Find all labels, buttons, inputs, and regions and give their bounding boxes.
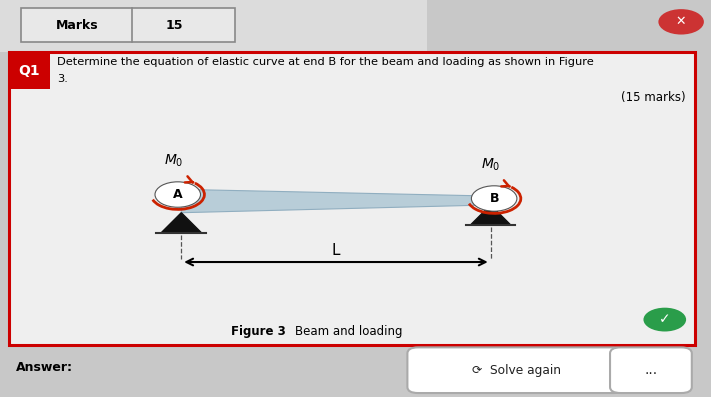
Text: Determine the equation of elastic curve at end B for the beam and loading as sho: Determine the equation of elastic curve … bbox=[57, 56, 594, 67]
Text: (15 marks): (15 marks) bbox=[621, 91, 686, 104]
Circle shape bbox=[155, 182, 201, 207]
Text: L: L bbox=[332, 243, 340, 258]
Bar bbox=[0, 0, 427, 52]
Text: B: B bbox=[489, 192, 499, 205]
Text: ...: ... bbox=[645, 363, 658, 377]
Polygon shape bbox=[161, 213, 201, 233]
Text: Figure 3: Figure 3 bbox=[231, 325, 286, 338]
Text: ✓: ✓ bbox=[659, 312, 670, 327]
Circle shape bbox=[658, 9, 704, 35]
Text: Answer:: Answer: bbox=[16, 361, 73, 374]
Circle shape bbox=[643, 308, 686, 331]
Bar bbox=[9, 52, 695, 345]
Circle shape bbox=[471, 186, 517, 211]
Text: ⟳  Solve again: ⟳ Solve again bbox=[472, 364, 562, 376]
Text: $M_0$: $M_0$ bbox=[164, 153, 184, 169]
Text: Beam and loading: Beam and loading bbox=[295, 325, 402, 338]
Text: A: A bbox=[173, 188, 183, 201]
Text: Q1: Q1 bbox=[18, 64, 40, 78]
Text: Marks: Marks bbox=[55, 19, 98, 31]
FancyBboxPatch shape bbox=[610, 347, 692, 393]
Polygon shape bbox=[181, 189, 491, 213]
FancyBboxPatch shape bbox=[21, 8, 235, 42]
Text: ✕: ✕ bbox=[676, 15, 686, 28]
Text: 15: 15 bbox=[166, 19, 183, 31]
FancyBboxPatch shape bbox=[407, 347, 624, 393]
Bar bbox=[9, 52, 50, 89]
Text: 3.: 3. bbox=[57, 74, 68, 85]
Text: $M_0$: $M_0$ bbox=[481, 157, 501, 173]
Polygon shape bbox=[471, 205, 510, 225]
